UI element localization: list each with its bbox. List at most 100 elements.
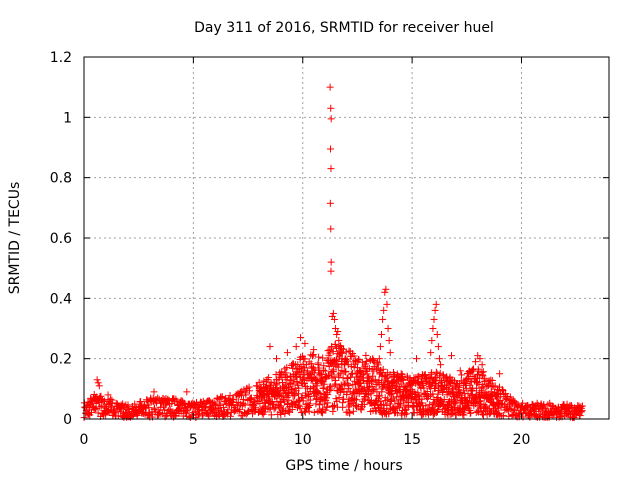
data-point: [318, 409, 326, 417]
data-point: [365, 373, 373, 381]
data-point: [378, 331, 385, 339]
data-point: [338, 385, 346, 393]
y-tick-label: 0.4: [50, 291, 72, 307]
data-point: [93, 376, 101, 384]
y-tick-label: 1: [63, 110, 72, 126]
data-point: [476, 355, 484, 363]
data-point: [362, 351, 370, 359]
data-point: [491, 382, 499, 390]
data-point: [384, 325, 392, 332]
data-point: [331, 381, 339, 389]
data-point: [462, 384, 470, 392]
data-point: [320, 362, 328, 370]
data-point: [488, 383, 496, 391]
data-point: [434, 343, 442, 351]
data-point: [484, 381, 492, 389]
data-point: [375, 355, 383, 363]
data-point: [461, 406, 469, 414]
data-point: [498, 412, 506, 420]
data-point: [277, 410, 285, 418]
data-point: [289, 380, 297, 388]
data-point: [439, 388, 447, 396]
data-point: [434, 390, 442, 398]
data-point: [437, 361, 445, 369]
data-point: [432, 300, 440, 308]
data-point: [342, 355, 350, 363]
data-point: [351, 377, 359, 385]
data-point: [239, 395, 247, 403]
data-point: [294, 381, 302, 389]
data-point: [449, 389, 457, 397]
data-point: [315, 353, 323, 361]
data-point: [363, 357, 371, 365]
y-tick-label: 1.2: [50, 50, 72, 66]
data-point: [333, 331, 341, 339]
data-point: [448, 352, 455, 360]
data-point: [220, 412, 228, 420]
data-point: [324, 391, 332, 399]
data-point: [448, 410, 456, 418]
data-point: [309, 352, 317, 360]
data-point: [376, 392, 384, 400]
data-point: [403, 410, 411, 418]
data-point: [295, 390, 303, 398]
data-point: [312, 400, 320, 408]
data-point: [462, 396, 470, 404]
data-point: [413, 355, 420, 363]
data-point: [432, 368, 440, 376]
data-point: [310, 409, 318, 417]
data-point: [151, 404, 159, 412]
data-point: [470, 394, 478, 402]
data-point: [327, 385, 335, 393]
data-point: [160, 406, 168, 414]
data-point: [218, 393, 226, 401]
data-point: [385, 337, 393, 345]
data-point: [331, 401, 339, 409]
data-point: [236, 405, 244, 413]
data-point: [296, 405, 304, 413]
data-point: [123, 406, 131, 414]
data-point: [150, 388, 158, 396]
data-point: [386, 349, 394, 357]
data-point: [360, 401, 368, 409]
y-tick-label: 0.2: [50, 352, 72, 368]
data-point: [326, 346, 334, 354]
data-point: [247, 394, 255, 402]
data-point: [292, 343, 300, 351]
data-point: [307, 360, 315, 368]
data-point: [91, 405, 99, 413]
data-point: [131, 400, 139, 408]
y-tick-label: 0: [63, 412, 72, 428]
data-point: [356, 379, 364, 387]
data-point: [88, 409, 96, 417]
data-point: [435, 387, 443, 395]
data-point: [393, 377, 401, 385]
data-point: [245, 387, 253, 395]
data-point: [467, 409, 475, 417]
data-point: [326, 83, 334, 91]
data-point: [270, 405, 278, 413]
data-point: [430, 315, 438, 323]
data-point: [273, 355, 280, 363]
data-point: [334, 363, 342, 371]
data-point: [301, 340, 309, 348]
data-point: [469, 366, 477, 374]
data-point: [401, 406, 409, 414]
data-point: [323, 403, 331, 411]
data-point: [331, 340, 339, 348]
data-point: [337, 349, 345, 357]
data-point: [391, 409, 399, 417]
data-point: [460, 411, 468, 419]
data-point: [242, 391, 250, 399]
data-point: [260, 408, 268, 416]
data-point: [578, 408, 586, 416]
data-point: [95, 382, 103, 390]
data-point: [535, 412, 543, 420]
data-point: [456, 367, 464, 375]
data-point: [267, 411, 275, 419]
data-point: [367, 390, 375, 398]
data-point: [329, 309, 337, 317]
data-point: [96, 403, 104, 411]
data-point: [265, 395, 273, 403]
data-point: [335, 373, 343, 381]
